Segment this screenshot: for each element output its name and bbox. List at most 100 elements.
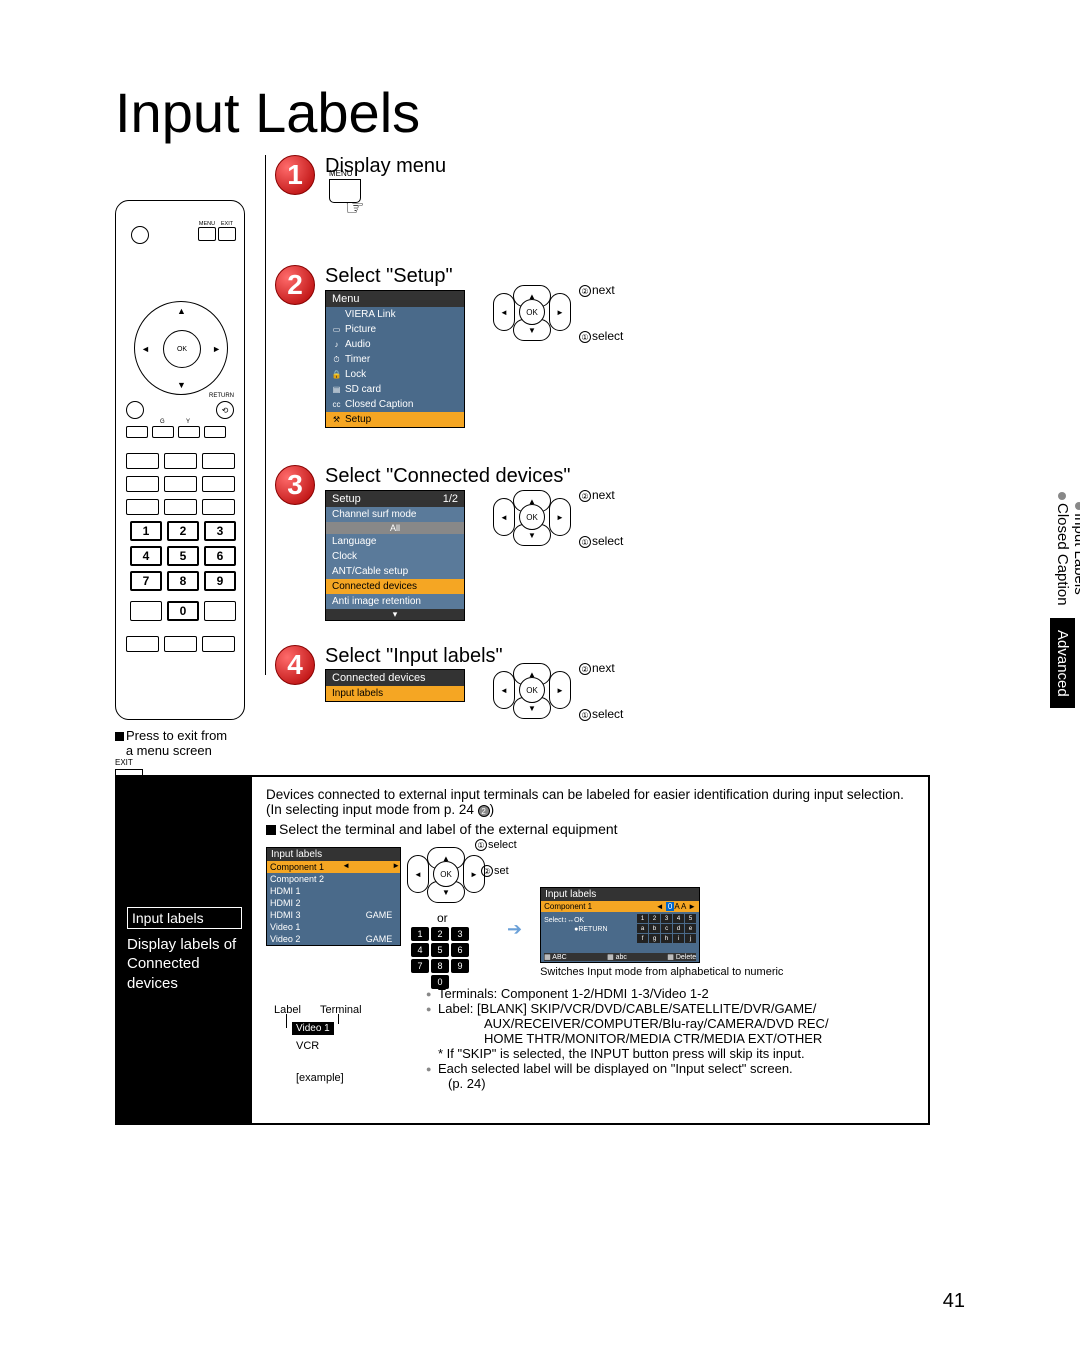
sub-button[interactable] bbox=[126, 401, 144, 419]
nav-ok-icon: OK bbox=[519, 299, 545, 325]
popup-hint: Select↕↔OK bbox=[544, 917, 584, 924]
popup-hint: ●RETURN bbox=[574, 926, 607, 933]
menu-item[interactable]: ccClosed Caption bbox=[326, 397, 464, 412]
color-yellow[interactable]: Y bbox=[178, 426, 200, 438]
num-1[interactable]: 1 bbox=[130, 521, 162, 541]
step-3-heading: Select "Connected devices" bbox=[325, 465, 570, 488]
list-item[interactable]: HDMI 3GAME bbox=[267, 909, 400, 921]
menu-item[interactable]: ▤SD card bbox=[326, 382, 464, 397]
arrow-right-icon: ➔ bbox=[507, 919, 522, 940]
func-button[interactable] bbox=[126, 499, 159, 515]
color-red[interactable] bbox=[126, 426, 148, 438]
nav-left-icon: ◄ bbox=[493, 293, 515, 331]
popup-title: Input labels bbox=[541, 888, 699, 901]
func-button[interactable] bbox=[164, 476, 197, 492]
switch-note: Switches Input mode from alphabetical to… bbox=[540, 966, 783, 978]
power-icon bbox=[131, 226, 149, 244]
dpad-right-icon: ► bbox=[212, 344, 221, 354]
page-title: Input Labels bbox=[115, 80, 955, 145]
nav-cluster: ▲ ▼ ◄ ► OK ②next ①select bbox=[505, 285, 561, 341]
func-button[interactable] bbox=[126, 636, 159, 652]
list-item[interactable]: HDMI 2 bbox=[267, 897, 400, 909]
num-8[interactable]: 8 bbox=[167, 571, 199, 591]
remote-control: MENU EXIT OK ▲ ▼ ◄ ► bbox=[115, 200, 245, 720]
color-green[interactable]: G bbox=[152, 426, 174, 438]
list-item[interactable]: Video 1 bbox=[267, 921, 400, 933]
example-caption: [example] bbox=[296, 1072, 406, 1084]
example-terminal: Video 1 bbox=[292, 1022, 334, 1035]
num-blank[interactable] bbox=[204, 601, 236, 621]
return-button[interactable]: ⟲ bbox=[216, 401, 234, 419]
func-button[interactable] bbox=[164, 453, 197, 469]
main-menu-panel: Menu VIERA Link ▭Picture ♪Audio ⏱Timer 🔒… bbox=[325, 290, 465, 428]
input-labels-popup: Input labels Component 1 ◄ 0A A ► Select… bbox=[540, 887, 700, 963]
func-button[interactable] bbox=[202, 453, 235, 469]
page-number: 41 bbox=[943, 1290, 965, 1313]
menu-item[interactable]: ▭Picture bbox=[326, 322, 464, 337]
menu-item-connected-devices[interactable]: Connected devices bbox=[326, 579, 464, 594]
num-9[interactable]: 9 bbox=[204, 571, 236, 591]
menu-item-input-labels[interactable]: Input labels bbox=[326, 686, 464, 701]
color-blue[interactable] bbox=[204, 426, 226, 438]
menu-button[interactable] bbox=[198, 227, 216, 241]
number-pad: 1 2 3 4 5 6 7 8 9 bbox=[130, 521, 236, 591]
func-button[interactable] bbox=[202, 476, 235, 492]
menu-item[interactable]: Language bbox=[326, 534, 464, 549]
num-0[interactable]: 0 bbox=[167, 601, 199, 621]
nav-cluster: ▲ ▼ ◄ ► OK ②next ①select bbox=[505, 663, 561, 719]
list-item[interactable]: Video 2GAME bbox=[267, 933, 400, 945]
menu-item[interactable]: ♪Audio bbox=[326, 337, 464, 352]
exit-key-caption: EXIT bbox=[115, 758, 265, 767]
menu-title: Setup1/2 bbox=[326, 491, 464, 507]
nav-cluster-small: ▲ ▼ ◄ ► OK bbox=[419, 847, 475, 903]
menu-item[interactable]: Clock bbox=[326, 549, 464, 564]
detail-panel: Input labels Display labels of Connected… bbox=[115, 775, 930, 1125]
menu-title: Connected devices bbox=[326, 670, 464, 686]
num-2[interactable]: 2 bbox=[167, 521, 199, 541]
notes-list: Terminals: Component 1-2/HDMI 1-3/Video … bbox=[426, 986, 914, 1091]
list-item[interactable]: Component 1◄► bbox=[267, 861, 400, 873]
menu-item[interactable]: 🔒Lock bbox=[326, 367, 464, 382]
ok-button[interactable]: OK bbox=[163, 330, 201, 368]
step-3-badge: 3 bbox=[275, 465, 315, 505]
popup-row[interactable]: Component 1 ◄ 0A A ► bbox=[541, 901, 699, 912]
menu-key-label: MENU bbox=[198, 221, 216, 227]
detail-left-text: Display labels of Connected devices bbox=[127, 935, 242, 994]
menu-item[interactable]: VIERA Link bbox=[326, 307, 464, 322]
example-label: VCR bbox=[296, 1040, 319, 1052]
dpad-left-icon: ◄ bbox=[141, 344, 150, 354]
menu-item[interactable]: Anti image retention bbox=[326, 594, 464, 609]
num-6[interactable]: 6 bbox=[204, 546, 236, 566]
dpad[interactable]: OK ▲ ▼ ◄ ► bbox=[134, 301, 228, 395]
func-button[interactable] bbox=[126, 476, 159, 492]
mini-keypad: 123 456 789 0 bbox=[411, 927, 469, 989]
menu-item[interactable]: ANT/Cable setup bbox=[326, 564, 464, 579]
list-item[interactable]: HDMI 1 bbox=[267, 885, 400, 897]
step-1-badge: 1 bbox=[275, 155, 315, 195]
step-2-heading: Select "Setup" bbox=[325, 265, 453, 288]
num-4[interactable]: 4 bbox=[130, 546, 162, 566]
func-button[interactable] bbox=[202, 499, 235, 515]
num-blank[interactable] bbox=[130, 601, 162, 621]
func-button[interactable] bbox=[126, 453, 159, 469]
menu-value: All bbox=[326, 522, 464, 534]
nav-select-label: select bbox=[592, 329, 623, 343]
num-3[interactable]: 3 bbox=[204, 521, 236, 541]
menu-item-setup[interactable]: ⚒Setup bbox=[326, 412, 464, 427]
num-5[interactable]: 5 bbox=[167, 546, 199, 566]
side-tab-top: Input Labels Closed Caption bbox=[1050, 480, 1080, 618]
menu-item[interactable]: Channel surf mode bbox=[326, 507, 464, 522]
exit-button[interactable] bbox=[218, 227, 236, 241]
setup-menu-panel: Setup1/2 Channel surf mode All Language … bbox=[325, 490, 465, 621]
func-button[interactable] bbox=[164, 636, 197, 652]
dpad-up-icon: ▲ bbox=[177, 306, 186, 316]
func-button[interactable] bbox=[202, 636, 235, 652]
func-button[interactable] bbox=[164, 499, 197, 515]
nav-cluster: ▲ ▼ ◄ ► OK ②next ①select bbox=[505, 490, 561, 546]
num-7[interactable]: 7 bbox=[130, 571, 162, 591]
menu-item[interactable]: ⏱Timer bbox=[326, 352, 464, 367]
char-grid: 12345 abcde fghij bbox=[637, 914, 696, 943]
color-buttons: G Y bbox=[126, 426, 226, 438]
list-item[interactable]: Component 2 bbox=[267, 873, 400, 885]
step-4-badge: 4 bbox=[275, 645, 315, 685]
